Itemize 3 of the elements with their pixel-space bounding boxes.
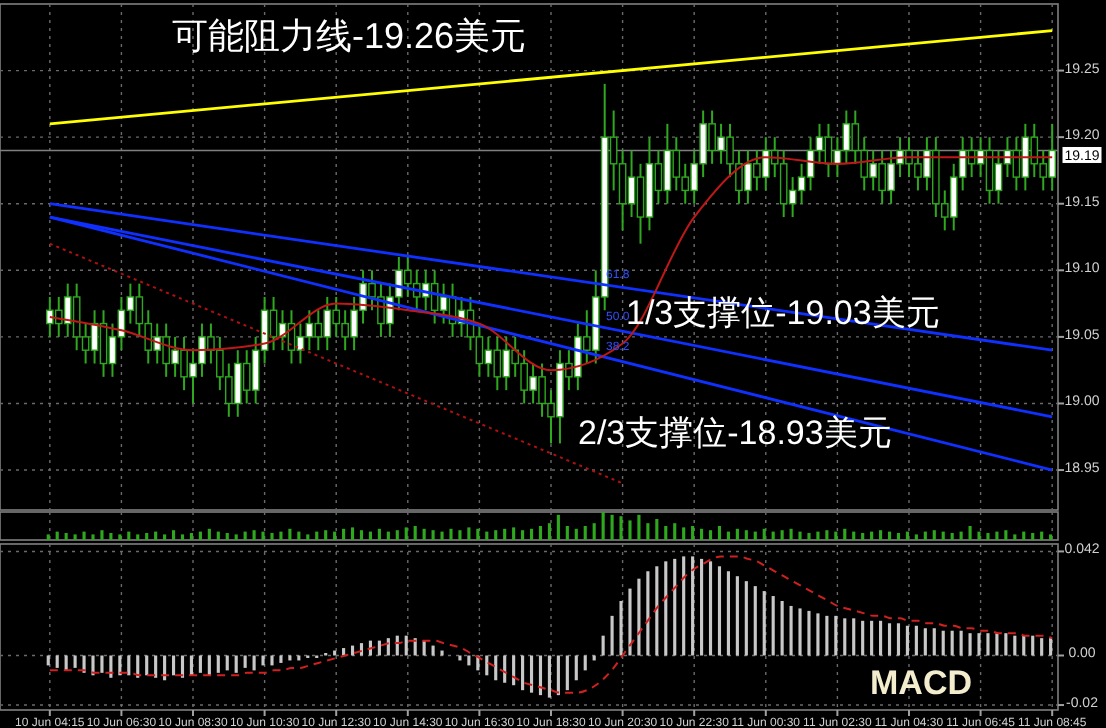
- annotation: 2/3支撑位-18.93美元: [578, 414, 892, 452]
- annotation: MACD: [870, 664, 972, 702]
- annotation: 可能阻力线-19.26美元: [172, 16, 527, 56]
